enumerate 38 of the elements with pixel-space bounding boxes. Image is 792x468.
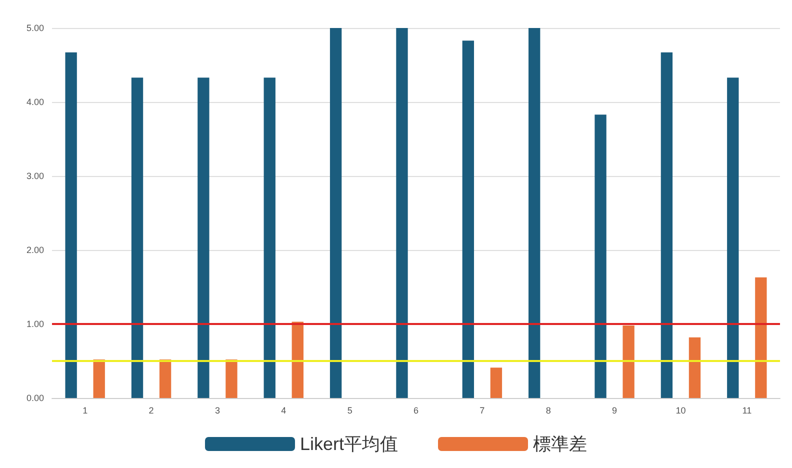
x-tick-label: 11	[742, 406, 752, 416]
bar	[65, 52, 77, 398]
bar	[490, 368, 502, 398]
bar	[755, 277, 767, 398]
bar	[660, 52, 673, 398]
bar	[622, 325, 634, 398]
bar	[93, 360, 105, 398]
legend-label: Likert平均值	[300, 434, 398, 454]
y-tick-label: 4.00	[26, 97, 44, 107]
bar	[462, 40, 474, 398]
bar	[396, 28, 408, 398]
x-tick-label: 9	[612, 406, 618, 416]
x-tick-label: 7	[480, 406, 485, 416]
bar	[594, 114, 606, 398]
y-tick-label: 2.00	[26, 245, 44, 255]
bar	[292, 322, 304, 398]
y-tick-label: 5.00	[26, 23, 44, 33]
bar	[198, 78, 210, 398]
x-tick-label: 5	[347, 406, 352, 416]
bar	[688, 337, 701, 398]
x-tick-label: 10	[676, 406, 686, 416]
bar	[131, 78, 144, 398]
x-tick-label: 6	[413, 406, 419, 416]
y-tick-label: 3.00	[26, 171, 44, 181]
bar	[330, 28, 342, 398]
x-tick-label: 3	[214, 406, 220, 416]
x-tick-label: 2	[148, 406, 154, 416]
bar	[226, 360, 238, 398]
bar	[264, 78, 276, 398]
legend-label: 標準差	[533, 434, 588, 454]
bar	[159, 360, 172, 398]
bar	[727, 78, 739, 398]
bar	[528, 28, 540, 398]
y-tick-label: 1.00	[26, 319, 44, 329]
x-tick-label: 8	[546, 406, 551, 416]
x-tick-label: 1	[82, 406, 88, 416]
y-tick-label: 0.00	[26, 393, 44, 403]
x-tick-label: 4	[281, 406, 286, 416]
